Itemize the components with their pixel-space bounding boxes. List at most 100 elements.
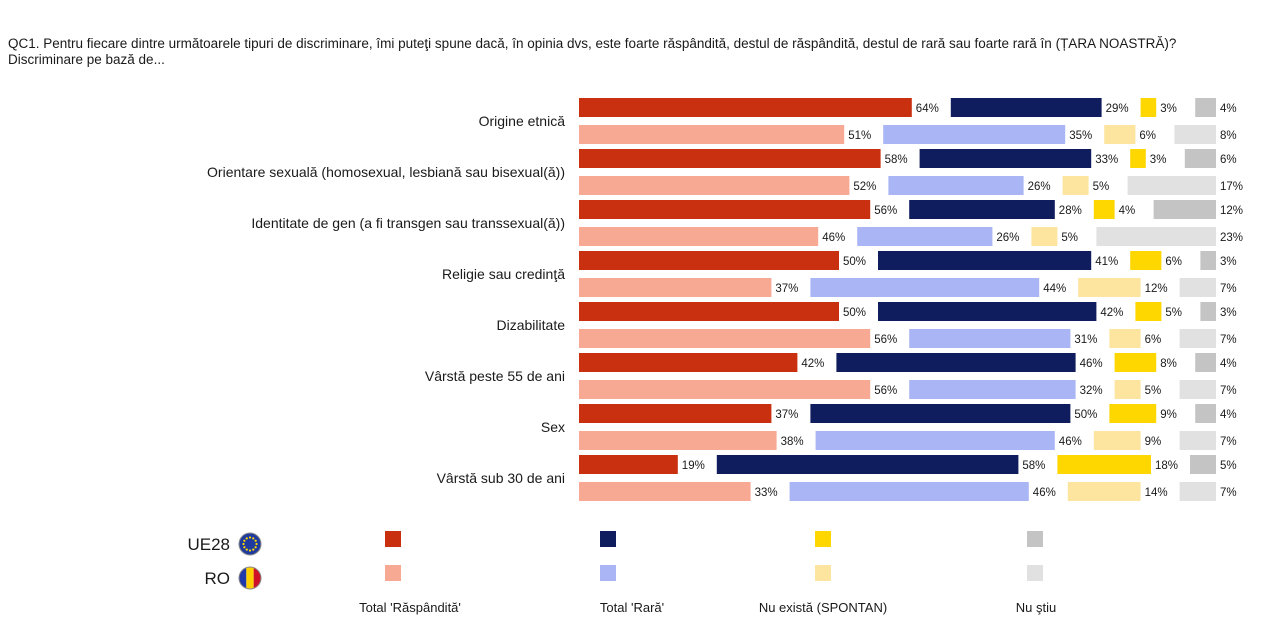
value-label-nu-stiu-ro-religie-sau-credinta: 7% (1220, 283, 1237, 295)
value-label-nu-exista-spontan-ro-religie-sau-credinta: 12% (1145, 283, 1168, 295)
bar-total-rara-ue28-varsta-sub-30-de-ani (716, 455, 1019, 474)
category-label-religie-sau-credinta: Religie sau credinţă (442, 266, 565, 282)
bar-nu-stiu-ue28-orientare-sexuala-homosexual-lesbiana-sau-bisexual-a (1184, 149, 1216, 168)
value-label-nu-stiu-ro-varsta-sub-30-de-ani: 7% (1220, 487, 1237, 499)
value-label-total-raspandita-ue28-orientare-sexuala-homosexual-lesbiana-sau-bisexual-a: 58% (885, 154, 908, 166)
value-label-total-rara-ro-religie-sau-credinta: 44% (1043, 283, 1066, 295)
value-label-total-raspandita-ue28-varsta-sub-30-de-ani: 19% (682, 460, 705, 472)
value-label-total-rara-ro-varsta-peste-55-de-ani: 32% (1080, 385, 1103, 397)
value-label-total-rara-ue28-religie-sau-credinta: 41% (1095, 256, 1118, 268)
value-label-total-raspandita-ue28-religie-sau-credinta: 50% (843, 256, 866, 268)
bar-nu-exista-spontan-ue28-varsta-peste-55-de-ani (1114, 353, 1157, 372)
value-label-nu-exista-spontan-ue28-varsta-sub-30-de-ani: 18% (1155, 460, 1178, 472)
legend-swatch-total-rara-ue28 (600, 531, 616, 547)
value-label-nu-stiu-ue28-origine-etnica: 4% (1220, 103, 1237, 115)
bar-nu-exista-spontan-ue28-identitate-de-gen-a-fi-transgen-sau-transsexual-a (1093, 200, 1115, 219)
bar-total-raspandita-ro-identitate-de-gen-a-fi-transgen-sau-transsexual-a (579, 227, 819, 246)
value-label-nu-exista-spontan-ro-origine-etnica: 6% (1139, 130, 1156, 142)
value-label-nu-exista-spontan-ue28-dizabilitate: 5% (1165, 307, 1182, 319)
bar-nu-exista-spontan-ro-dizabilitate (1109, 329, 1141, 348)
bar-total-raspandita-ro-religie-sau-credinta (579, 278, 772, 297)
value-label-nu-exista-spontan-ro-identitate-de-gen-a-fi-transgen-sau-transsexual-a: 5% (1061, 232, 1078, 244)
bar-nu-exista-spontan-ro-identitate-de-gen-a-fi-transgen-sau-transsexual-a (1031, 227, 1058, 246)
bar-nu-stiu-ue28-identitate-de-gen-a-fi-transgen-sau-transsexual-a (1153, 200, 1216, 219)
value-label-total-rara-ro-origine-etnica: 35% (1069, 130, 1092, 142)
bar-total-raspandita-ro-varsta-sub-30-de-ani (579, 482, 751, 501)
category-label-sex: Sex (541, 419, 565, 435)
bar-nu-exista-spontan-ro-origine-etnica (1104, 125, 1136, 144)
bar-nu-exista-spontan-ro-religie-sau-credinta (1078, 278, 1141, 297)
bar-nu-exista-spontan-ue28-origine-etnica (1140, 98, 1157, 117)
bar-nu-exista-spontan-ue28-dizabilitate (1135, 302, 1162, 321)
value-label-total-rara-ue28-varsta-peste-55-de-ani: 46% (1080, 358, 1103, 370)
bar-total-raspandita-ue28-religie-sau-credinta (579, 251, 839, 270)
value-label-total-raspandita-ro-dizabilitate: 56% (874, 334, 897, 346)
eu-flag-icon (238, 532, 262, 556)
bar-nu-stiu-ro-sex (1179, 431, 1216, 450)
value-label-nu-stiu-ro-origine-etnica: 8% (1220, 130, 1237, 142)
value-label-total-raspandita-ro-religie-sau-credinta: 37% (775, 283, 798, 295)
value-label-nu-stiu-ue28-varsta-sub-30-de-ani: 5% (1220, 460, 1237, 472)
value-label-nu-exista-spontan-ue28-sex: 9% (1160, 409, 1177, 421)
bar-nu-stiu-ue28-sex (1195, 404, 1216, 423)
bar-nu-stiu-ro-orientare-sexuala-homosexual-lesbiana-sau-bisexual-a (1127, 176, 1216, 195)
value-label-total-rara-ue28-orientare-sexuala-homosexual-lesbiana-sau-bisexual-a: 33% (1095, 154, 1118, 166)
chart-question: QC1. Pentru fiecare dintre următoarele t… (8, 36, 1177, 67)
value-label-nu-exista-spontan-ue28-identitate-de-gen-a-fi-transgen-sau-transsexual-a: 4% (1119, 205, 1136, 217)
value-label-total-rara-ue28-sex: 50% (1074, 409, 1097, 421)
value-label-nu-stiu-ro-orientare-sexuala-homosexual-lesbiana-sau-bisexual-a: 17% (1220, 181, 1243, 193)
bar-nu-stiu-ue28-varsta-sub-30-de-ani (1190, 455, 1216, 474)
value-label-total-raspandita-ue28-varsta-peste-55-de-ani: 42% (801, 358, 824, 370)
value-label-total-rara-ro-dizabilitate: 31% (1074, 334, 1097, 346)
legend-swatch-nu-exista-spontan-ue28 (815, 531, 831, 547)
value-label-total-rara-ue28-dizabilitate: 42% (1100, 307, 1123, 319)
bar-nu-stiu-ro-religie-sau-credinta (1179, 278, 1216, 297)
bar-total-rara-ue28-origine-etnica (950, 98, 1102, 117)
bar-total-raspandita-ro-dizabilitate (579, 329, 871, 348)
value-label-total-rara-ro-varsta-sub-30-de-ani: 46% (1033, 487, 1056, 499)
bar-nu-stiu-ro-origine-etnica (1174, 125, 1216, 144)
bar-nu-stiu-ue28-origine-etnica (1195, 98, 1216, 117)
bar-total-rara-ro-identitate-de-gen-a-fi-transgen-sau-transsexual-a (857, 227, 993, 246)
bar-total-rara-ro-varsta-sub-30-de-ani (789, 482, 1029, 501)
bar-nu-stiu-ue28-varsta-peste-55-de-ani (1195, 353, 1216, 372)
bar-total-rara-ue28-orientare-sexuala-homosexual-lesbiana-sau-bisexual-a (919, 149, 1092, 168)
bar-total-raspandita-ro-sex (579, 431, 777, 450)
bar-total-raspandita-ue28-varsta-peste-55-de-ani (579, 353, 798, 372)
category-label-varsta-sub-30-de-ani: Vârstă sub 30 de ani (437, 470, 565, 486)
value-label-nu-stiu-ue28-orientare-sexuala-homosexual-lesbiana-sau-bisexual-a: 6% (1220, 154, 1237, 166)
value-label-nu-stiu-ue28-identitate-de-gen-a-fi-transgen-sau-transsexual-a: 12% (1220, 205, 1243, 217)
value-label-nu-exista-spontan-ue28-orientare-sexuala-homosexual-lesbiana-sau-bisexual-a: 3% (1150, 154, 1167, 166)
value-label-nu-exista-spontan-ro-dizabilitate: 6% (1145, 334, 1162, 346)
value-label-total-raspandita-ro-identitate-de-gen-a-fi-transgen-sau-transsexual-a: 46% (822, 232, 845, 244)
value-label-nu-exista-spontan-ro-sex: 9% (1145, 436, 1162, 448)
value-label-total-raspandita-ue28-dizabilitate: 50% (843, 307, 866, 319)
bar-total-raspandita-ue28-identitate-de-gen-a-fi-transgen-sau-transsexual-a (579, 200, 871, 219)
category-label-origine-etnica: Origine etnică (479, 113, 566, 129)
bar-nu-exista-spontan-ue28-religie-sau-credinta (1130, 251, 1162, 270)
value-label-nu-exista-spontan-ue28-varsta-peste-55-de-ani: 8% (1160, 358, 1177, 370)
bar-nu-stiu-ro-dizabilitate (1179, 329, 1216, 348)
bar-total-rara-ro-varsta-peste-55-de-ani (909, 380, 1076, 399)
bar-total-rara-ro-religie-sau-credinta (810, 278, 1040, 297)
value-label-nu-exista-spontan-ro-varsta-sub-30-de-ani: 14% (1145, 487, 1168, 499)
legend-swatch-total-raspandita-ro (385, 565, 401, 581)
bar-nu-exista-spontan-ue28-sex (1109, 404, 1157, 423)
value-label-nu-stiu-ue28-dizabilitate: 3% (1220, 307, 1237, 319)
bar-total-raspandita-ue28-dizabilitate (579, 302, 839, 321)
bar-nu-exista-spontan-ro-varsta-sub-30-de-ani (1067, 482, 1141, 501)
legend-swatch-nu-stiu-ro (1027, 565, 1043, 581)
bar-total-rara-ue28-religie-sau-credinta (878, 251, 1092, 270)
value-label-nu-exista-spontan-ro-orientare-sexuala-homosexual-lesbiana-sau-bisexual-a: 5% (1093, 181, 1110, 193)
value-label-nu-exista-spontan-ue28-origine-etnica: 3% (1160, 103, 1177, 115)
legend-label-total-rara: Total 'Rară' (600, 600, 664, 615)
bar-nu-stiu-ro-varsta-sub-30-de-ani (1179, 482, 1216, 501)
legend-group-ro: RO (205, 569, 231, 588)
legend-label-total-raspandita: Total 'Răspândită' (359, 600, 461, 615)
bar-total-raspandita-ro-orientare-sexuala-homosexual-lesbiana-sau-bisexual-a (579, 176, 850, 195)
romania-flag-icon (238, 566, 262, 590)
value-label-nu-stiu-ue28-sex: 4% (1220, 409, 1237, 421)
bar-nu-stiu-ue28-dizabilitate (1200, 302, 1216, 321)
legend-swatch-total-rara-ro (600, 565, 616, 581)
bar-nu-stiu-ue28-religie-sau-credinta (1200, 251, 1216, 270)
